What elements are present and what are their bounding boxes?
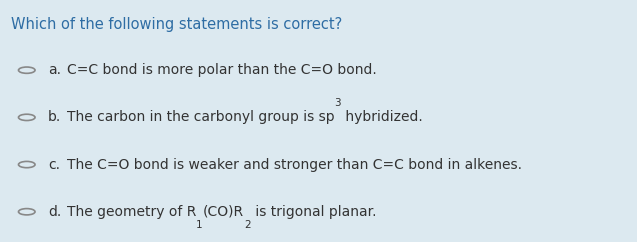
Text: 1: 1 (196, 220, 203, 230)
Text: hybridized.: hybridized. (341, 110, 423, 124)
Text: The geometry of R: The geometry of R (67, 205, 196, 219)
Text: d.: d. (48, 205, 61, 219)
Text: (CO)R: (CO)R (203, 205, 244, 219)
Text: Which of the following statements is correct?: Which of the following statements is cor… (11, 17, 343, 32)
Text: The C=O bond is weaker and stronger than C=C bond in alkenes.: The C=O bond is weaker and stronger than… (67, 158, 522, 172)
Text: a.: a. (48, 63, 61, 77)
Text: 3: 3 (334, 98, 341, 108)
Text: is trigonal planar.: is trigonal planar. (250, 205, 376, 219)
Text: 2: 2 (244, 220, 250, 230)
Text: b.: b. (48, 110, 61, 124)
Text: c.: c. (48, 158, 60, 172)
Text: The carbon in the carbonyl group is sp: The carbon in the carbonyl group is sp (67, 110, 334, 124)
Text: C=C bond is more polar than the C=O bond.: C=C bond is more polar than the C=O bond… (67, 63, 376, 77)
